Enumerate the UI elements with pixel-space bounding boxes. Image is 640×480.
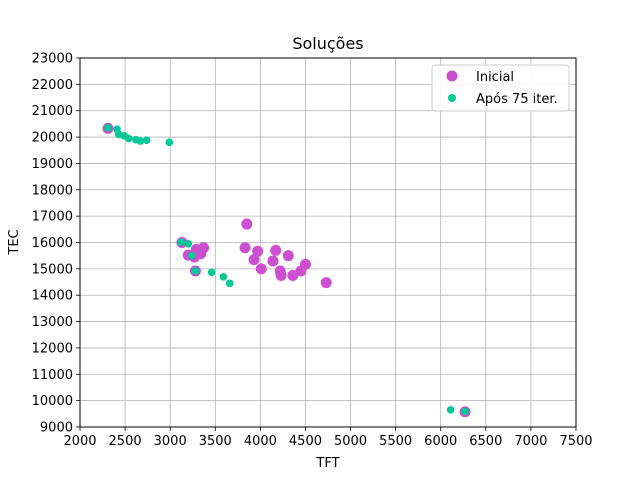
x-tick-label: 4000 xyxy=(244,434,277,449)
legend: Inicial Após 75 iter. xyxy=(431,64,570,112)
y-tick-label: 13000 xyxy=(32,315,73,330)
data-point-apos-75-iter xyxy=(136,137,145,145)
y-tick-label: 11000 xyxy=(32,368,73,383)
x-tick-label: 7500 xyxy=(559,434,592,449)
data-point-apos-75-iter xyxy=(207,268,216,277)
x-tick-label: 7000 xyxy=(514,434,547,449)
data-point-inicial xyxy=(248,254,260,266)
y-tick-label: 14000 xyxy=(32,289,73,304)
x-tick-label: 5000 xyxy=(334,434,367,449)
y-tick-label: 15000 xyxy=(32,262,73,277)
y-tick-label: 12000 xyxy=(32,341,73,356)
y-tick-label: 9000 xyxy=(40,421,73,436)
data-point-apos-75-iter xyxy=(191,267,200,275)
x-tick-label: 6000 xyxy=(424,434,457,449)
data-point-apos-75-iter xyxy=(142,136,151,145)
x-tick-label: 5500 xyxy=(379,434,412,449)
data-point-inicial xyxy=(255,263,267,275)
legend-marker-apos-75-iter xyxy=(448,94,456,102)
chart-title: Soluções xyxy=(292,34,363,53)
legend-marker-inicial xyxy=(446,70,458,82)
y-tick-label: 10000 xyxy=(32,394,73,409)
data-point-inicial xyxy=(287,269,299,281)
data-point-apos-75-iter xyxy=(124,134,133,143)
x-tick-label: 4500 xyxy=(289,434,322,449)
data-point-apos-75-iter xyxy=(225,279,234,288)
data-point-apos-75-iter xyxy=(188,251,196,260)
data-point-inicial xyxy=(239,242,251,254)
data-point-apos-75-iter xyxy=(104,124,112,132)
data-point-inicial xyxy=(275,269,287,281)
data-point-apos-75-iter xyxy=(219,272,228,281)
data-point-apos-75-iter xyxy=(177,238,185,247)
data-point-apos-75-iter xyxy=(446,406,455,414)
y-tick-label: 18000 xyxy=(32,183,73,198)
y-axis-label: TEC xyxy=(7,229,22,255)
x-axis-ticks: 2000 2500 3000 3500 4000 4500 5000 5500 6000 6500… xyxy=(63,427,593,449)
y-tick-label: 21000 xyxy=(32,104,73,119)
data-point-inicial xyxy=(198,242,210,254)
x-axis-label: TFT xyxy=(315,456,339,471)
data-point-apos-75-iter xyxy=(461,407,469,416)
data-point-inicial xyxy=(320,277,332,289)
y-tick-label: 20000 xyxy=(32,131,73,146)
y-axis-ticks: 9000 10000 11000 12000 13000 14000 15000 16000 1… xyxy=(32,52,80,436)
y-tick-label: 16000 xyxy=(32,236,73,251)
legend-box xyxy=(431,64,570,112)
data-point-apos-75-iter xyxy=(165,138,174,147)
data-point-inicial xyxy=(282,250,294,262)
data-points xyxy=(102,122,471,418)
x-tick-label: 2500 xyxy=(109,434,142,449)
data-point-inicial xyxy=(299,258,311,270)
x-tick-label: 2000 xyxy=(63,434,96,449)
y-tick-label: 17000 xyxy=(32,210,73,225)
x-tick-label: 3000 xyxy=(154,434,187,449)
x-tick-label: 6500 xyxy=(469,434,502,449)
data-point-inicial xyxy=(267,255,279,267)
y-tick-label: 23000 xyxy=(32,52,73,67)
legend-label-apos-75-iter: Após 75 iter. xyxy=(476,92,558,107)
legend-label-inicial: Inicial xyxy=(476,70,514,85)
data-point-inicial xyxy=(270,244,282,256)
y-tick-label: 22000 xyxy=(32,78,73,93)
data-point-inicial xyxy=(252,245,264,257)
y-tick-label: 19000 xyxy=(32,157,73,172)
data-point-inicial xyxy=(241,218,253,230)
x-tick-label: 3500 xyxy=(199,434,232,449)
data-point-apos-75-iter xyxy=(184,240,193,248)
